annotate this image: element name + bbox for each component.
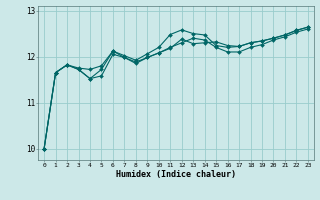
X-axis label: Humidex (Indice chaleur): Humidex (Indice chaleur) — [116, 170, 236, 179]
